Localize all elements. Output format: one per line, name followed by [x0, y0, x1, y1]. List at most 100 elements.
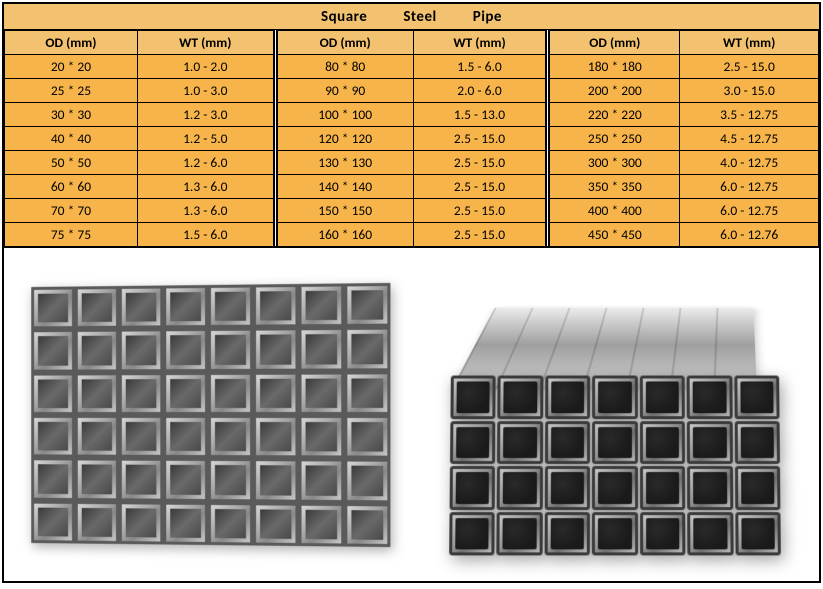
tube-icon: [208, 371, 253, 414]
wt-cell: 6.0 - 12.75: [680, 199, 819, 223]
tube-icon: [688, 511, 734, 555]
tube-icon: [344, 282, 390, 326]
wt-cell: 3.5 - 12.75: [680, 103, 819, 127]
spec-table: OD (mm)WT (mm)80 * 801.5 - 6.090 * 902.0…: [277, 30, 547, 247]
table-header-row: OD (mm)WT (mm): [5, 31, 274, 55]
table-row: 20 * 201.0 - 2.0: [5, 55, 274, 79]
tube-icon: [208, 284, 253, 328]
wt-cell: 1.5 - 6.0: [413, 55, 546, 79]
tube-icon: [119, 457, 163, 500]
od-cell: 130 * 130: [277, 151, 413, 175]
spec-sheet: SquareSteelPipe OD (mm)WT (mm)20 * 201.0…: [2, 2, 821, 583]
title-row: SquareSteelPipe: [4, 4, 819, 30]
od-cell: 30 * 30: [5, 103, 138, 127]
tube-icon: [498, 420, 544, 463]
tube-icon: [593, 375, 638, 418]
tube-icon: [497, 511, 543, 555]
tube-icon: [298, 414, 344, 458]
tube-icon: [687, 420, 733, 463]
od-cell: 160 * 160: [277, 223, 413, 247]
od-cell: 400 * 400: [550, 199, 680, 223]
tube-icon: [298, 458, 344, 502]
od-cell: 25 * 25: [5, 79, 138, 103]
table-row: 60 * 601.3 - 6.0: [5, 175, 274, 199]
od-cell: 220 * 220: [550, 103, 680, 127]
column-header: OD (mm): [550, 31, 680, 55]
tube-icon: [298, 371, 344, 415]
tube-icon: [253, 414, 298, 458]
od-cell: 350 * 350: [550, 175, 680, 199]
tube-icon: [449, 511, 495, 555]
wt-cell: 1.2 - 6.0: [137, 151, 273, 175]
tube-icon: [497, 465, 543, 509]
wt-cell: 4.5 - 12.75: [680, 127, 819, 151]
wt-cell: 2.5 - 15.0: [413, 151, 546, 175]
tube-icon: [735, 465, 781, 509]
table-header-row: OD (mm)WT (mm): [277, 31, 546, 55]
od-cell: 450 * 450: [550, 223, 680, 247]
tube-icon: [119, 285, 163, 328]
title-word: Square: [321, 8, 367, 26]
spec-group: OD (mm)WT (mm)20 * 201.0 - 2.025 * 251.0…: [4, 30, 274, 246]
tube-icon: [31, 286, 75, 329]
od-cell: 50 * 50: [5, 151, 138, 175]
tube-icon: [545, 465, 591, 509]
table-row: 180 * 1802.5 - 15.0: [550, 55, 819, 79]
table-row: 80 * 801.5 - 6.0: [277, 55, 546, 79]
tube-icon: [208, 327, 253, 371]
spec-table: OD (mm)WT (mm)180 * 1802.5 - 15.0200 * 2…: [549, 30, 819, 247]
tube-icon: [119, 500, 163, 543]
tube-icon: [75, 329, 119, 372]
product-images: [4, 246, 819, 581]
tube-icon: [545, 511, 591, 555]
tube-icon: [545, 375, 590, 418]
table-row: 250 * 2504.5 - 12.75: [550, 127, 819, 151]
tube-icon: [640, 420, 685, 463]
tube-icon: [163, 501, 208, 545]
wt-cell: 2.0 - 6.0: [413, 79, 546, 103]
wt-cell: 2.5 - 15.0: [413, 223, 546, 247]
spec-table: OD (mm)WT (mm)20 * 201.0 - 2.025 * 251.0…: [4, 30, 274, 247]
table-header-row: OD (mm)WT (mm): [550, 31, 819, 55]
table-row: 100 * 1001.5 - 13.0: [277, 103, 546, 127]
table-row: 90 * 902.0 - 6.0: [277, 79, 546, 103]
od-cell: 75 * 75: [5, 223, 138, 247]
table-row: 130 * 1302.5 - 15.0: [277, 151, 546, 175]
od-cell: 250 * 250: [550, 127, 680, 151]
tube-icon: [208, 414, 253, 458]
tube-icon: [451, 375, 497, 418]
tube-icon: [344, 414, 390, 458]
wt-cell: 1.2 - 3.0: [137, 103, 273, 127]
column-header: WT (mm): [413, 31, 546, 55]
tube-icon: [344, 326, 390, 370]
tube-icon: [208, 458, 253, 502]
tube-icon: [450, 465, 496, 509]
tube-icon: [734, 375, 780, 418]
product-image-right: [412, 248, 820, 581]
tube-icon: [735, 420, 781, 463]
od-cell: 140 * 140: [277, 175, 413, 199]
tube-icon: [735, 511, 781, 555]
column-header: WT (mm): [680, 31, 819, 55]
wt-cell: 1.5 - 13.0: [413, 103, 546, 127]
tube-icon: [344, 502, 390, 546]
od-cell: 150 * 150: [277, 199, 413, 223]
title-word: Steel: [403, 8, 436, 26]
tube-icon: [31, 500, 75, 543]
tube-icon: [253, 371, 298, 415]
wt-cell: 6.0 - 12.75: [680, 175, 819, 199]
table-row: 25 * 251.0 - 3.0: [5, 79, 274, 103]
od-cell: 100 * 100: [277, 103, 413, 127]
od-cell: 40 * 40: [5, 127, 138, 151]
tube-icon: [31, 329, 75, 372]
table-row: 50 * 501.2 - 6.0: [5, 151, 274, 175]
wt-cell: 6.0 - 12.76: [680, 223, 819, 247]
od-cell: 70 * 70: [5, 199, 138, 223]
tube-icon: [298, 502, 344, 546]
tube-icon: [119, 414, 163, 457]
tube-icon: [253, 458, 298, 502]
table-row: 40 * 401.2 - 5.0: [5, 127, 274, 151]
wt-cell: 1.5 - 6.0: [137, 223, 273, 247]
wt-cell: 1.3 - 6.0: [137, 199, 273, 223]
tube-icon: [119, 371, 163, 414]
